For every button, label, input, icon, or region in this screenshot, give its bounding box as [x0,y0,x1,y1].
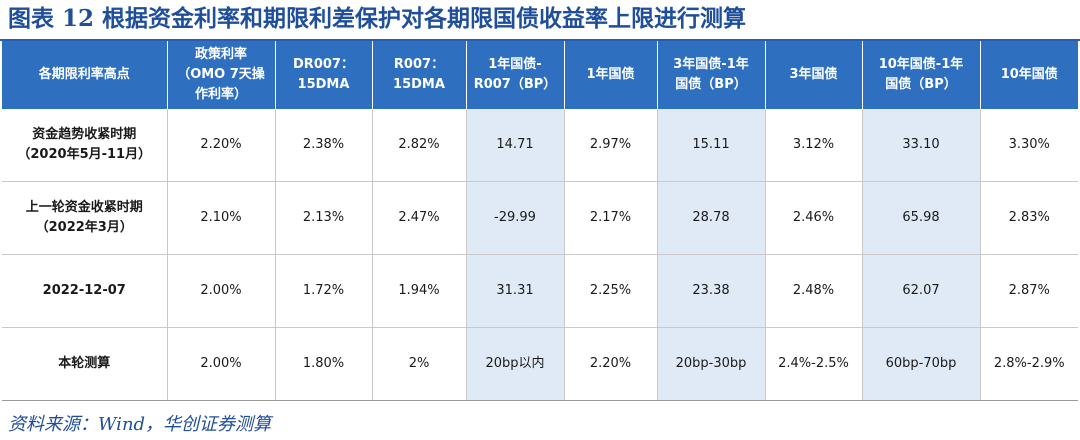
table-cell: 2% [372,327,467,401]
table-cell: 15.11 [657,109,766,182]
header-cell: 3年国债 [765,41,863,109]
table-row: 本轮测算 2.00% 1.80% 2% 20bp以内 2.20% 20bp-30… [2,327,1078,401]
table-cell: 20bp以内 [466,327,565,401]
table-cell: 2.17% [564,181,658,255]
table-cell: 31.31 [466,254,565,328]
row-label: 上一轮资金收紧时期 （2022年3月） [2,181,168,255]
table-row: 2022-12-07 2.00% 1.72% 1.94% 31.31 2.25%… [2,254,1078,328]
table-cell: 62.07 [862,254,981,328]
header-cell: 政策利率 （OMO 7天操 作利率） [167,41,276,109]
header-cell: 3年国债-1年 国债（BP） [657,41,766,109]
header-cell: DR007： 15DMA [275,41,373,109]
header-row: 各期限利率高点 政策利率 （OMO 7天操 作利率） DR007： 15DMA … [2,41,1078,109]
table-cell: 1.94% [372,254,467,328]
header-cell: 各期限利率高点 [2,41,168,109]
table-cell: 2.25% [564,254,658,328]
table-cell: 2.20% [564,327,658,401]
table-cell: 2.48% [765,254,863,328]
table-cell: 3.30% [980,109,1078,182]
table-row: 上一轮资金收紧时期 （2022年3月） 2.10% 2.13% 2.47% -2… [2,181,1078,255]
table-cell: 33.10 [862,109,981,182]
header-cell: R007： 15DMA [372,41,467,109]
table-row: 资金趋势收紧时期 （2020年5月-11月） 2.20% 2.38% 2.82%… [2,109,1078,182]
row-label: 本轮测算 [2,327,168,401]
source-note: 资料来源：Wind，华创证券测算 [8,414,272,435]
table-cell: 2.00% [167,327,276,401]
table-cell: 2.13% [275,181,373,255]
row-label: 资金趋势收紧时期 （2020年5月-11月） [2,109,168,182]
table-cell: 2.4%-2.5% [765,327,863,401]
header-cell: 10年国债 [980,41,1078,109]
table-cell: 1.80% [275,327,373,401]
page-title: 图表 12 根据资金利率和期限利差保护对各期限国债收益率上限进行测算 [8,5,747,32]
table-cell: 2.8%-2.9% [980,327,1078,401]
table-cell: 23.38 [657,254,766,328]
title-divider [0,39,1080,41]
table-cell: 2.00% [167,254,276,328]
table-cell: 2.97% [564,109,658,182]
table-cell: 2.83% [980,181,1078,255]
header-cell: 10年国债-1年 国债（BP） [862,41,981,109]
table-cell: 2.46% [765,181,863,255]
table-cell: 2.10% [167,181,276,255]
header-cell: 1年国债- R007（BP） [466,41,565,109]
table-cell: 60bp-70bp [862,327,981,401]
rate-table: 各期限利率高点 政策利率 （OMO 7天操 作利率） DR007： 15DMA … [2,41,1078,401]
row-label: 2022-12-07 [2,254,168,328]
table-cell: 3.12% [765,109,863,182]
table-cell: 2.20% [167,109,276,182]
table-cell: 2.87% [980,254,1078,328]
table-cell: 2.82% [372,109,467,182]
table-cell: 2.47% [372,181,467,255]
table-cell: 28.78 [657,181,766,255]
header-cell: 1年国债 [564,41,658,109]
table-cell: 65.98 [862,181,981,255]
table-cell: 20bp-30bp [657,327,766,401]
table-cell: 14.71 [466,109,565,182]
table-cell: 1.72% [275,254,373,328]
table-cell: 2.38% [275,109,373,182]
table-cell: -29.99 [466,181,565,255]
